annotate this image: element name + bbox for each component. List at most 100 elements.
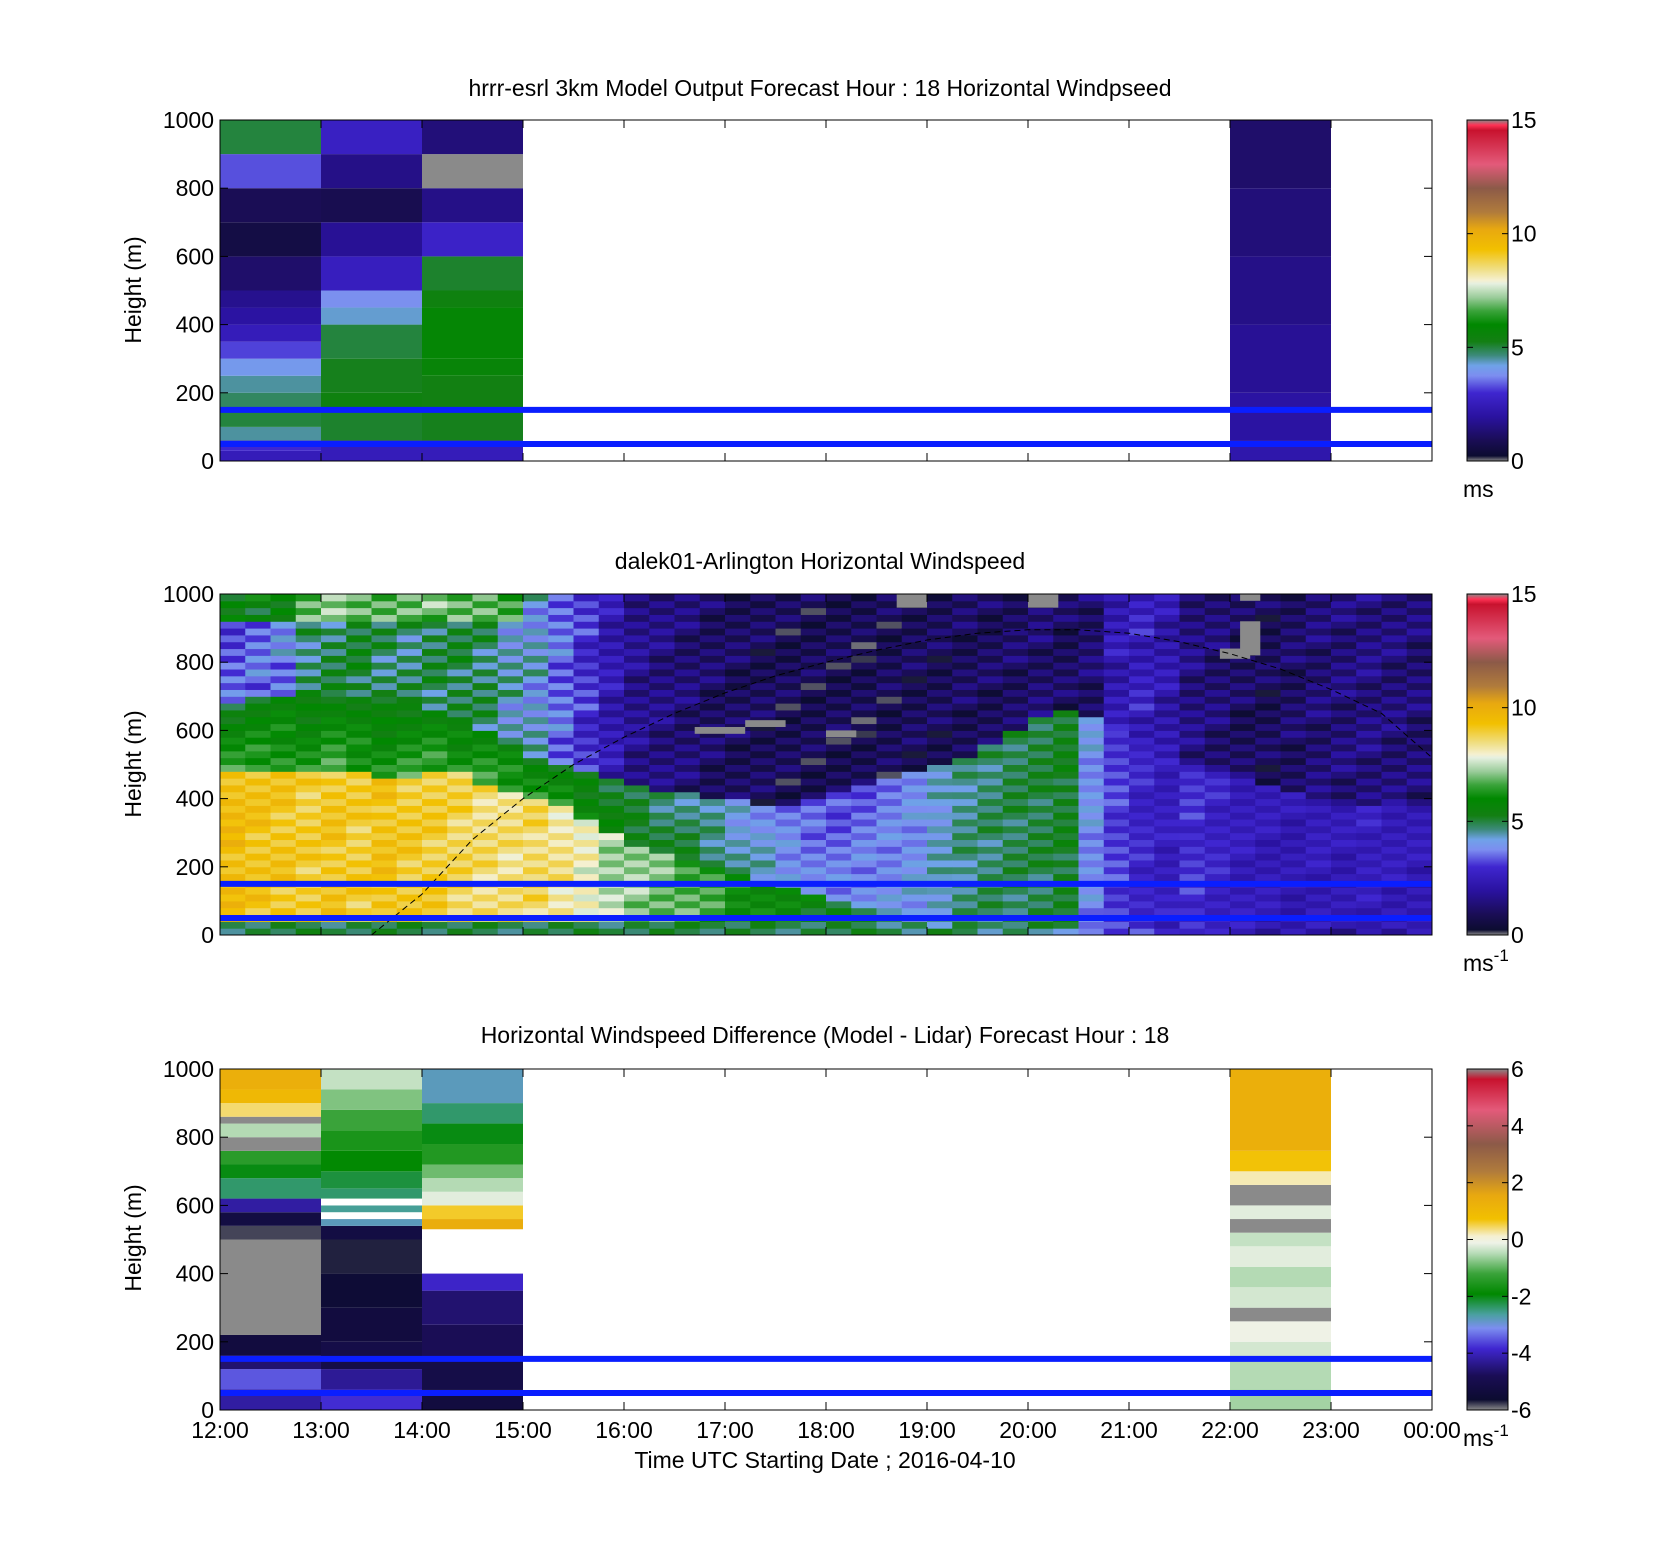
heatmap-cell — [674, 928, 701, 936]
heatmap-cell — [1356, 764, 1382, 772]
heatmap-cell — [1002, 655, 1029, 663]
heatmap-cell — [876, 812, 903, 820]
heatmap-cell — [1204, 805, 1231, 813]
heatmap-cell — [851, 778, 877, 786]
heatmap-cell — [750, 737, 776, 745]
heatmap-cell — [1255, 839, 1281, 847]
heatmap-cell — [1179, 737, 1206, 745]
heatmap-cell — [321, 1171, 422, 1189]
heatmap-cell — [649, 744, 675, 752]
heatmap-cell — [295, 921, 322, 929]
heatmap-cell — [725, 819, 751, 827]
heatmap-cell — [1028, 771, 1054, 779]
heatmap-cell — [396, 662, 423, 670]
heatmap-cell — [725, 675, 751, 684]
heatmap-cell — [548, 832, 574, 841]
heatmap-cell — [1103, 655, 1130, 663]
heatmap-cell — [1204, 669, 1231, 677]
heatmap-cell — [1356, 900, 1382, 909]
heatmap-cell — [649, 682, 675, 690]
heatmap-cell — [1002, 716, 1029, 725]
heatmap-cell — [1406, 853, 1433, 861]
heatmap-cell — [1053, 648, 1079, 656]
heatmap-cell — [1154, 669, 1180, 677]
heatmap-cell — [295, 764, 322, 772]
heatmap-cell — [1103, 894, 1130, 902]
heatmap-cell — [1230, 839, 1256, 847]
heatmap-cell — [1028, 641, 1054, 650]
heatmap-cell — [548, 675, 574, 684]
heatmap-cell — [422, 621, 448, 629]
heatmap-cell — [1204, 873, 1231, 881]
heatmap-cell — [573, 832, 600, 841]
heatmap-cell — [1053, 866, 1079, 875]
colorbar-unit: ms-1 — [1463, 946, 1509, 976]
heatmap-cell — [876, 757, 903, 765]
heatmap-cell — [977, 655, 1004, 663]
heatmap-cell — [1103, 846, 1130, 854]
heatmap-cell — [1356, 784, 1382, 793]
heatmap-cell — [321, 1212, 422, 1220]
heatmap-cell — [952, 798, 978, 806]
heatmap-cell — [1305, 921, 1332, 929]
heatmap-cell — [270, 641, 297, 650]
heatmap-cell — [346, 723, 372, 731]
heatmap-cell — [1381, 594, 1408, 602]
heatmap-cell — [927, 798, 953, 806]
heatmap-cell — [447, 812, 473, 820]
heatmap-cell — [270, 873, 297, 881]
heatmap-cell — [901, 853, 928, 861]
heatmap-cell — [472, 805, 499, 813]
heatmap-cell — [1053, 839, 1079, 847]
heatmap-cell — [775, 778, 802, 786]
heatmap-cell — [1305, 634, 1332, 643]
heatmap-cell — [472, 764, 499, 772]
heatmap-cell — [1305, 628, 1332, 636]
heatmap-cell — [1028, 723, 1054, 731]
heatmap-cell — [826, 634, 852, 643]
heatmap-cell — [1331, 607, 1357, 615]
heatmap-cell — [725, 778, 751, 786]
heatmap-cell — [548, 791, 574, 800]
heatmap-cell — [220, 900, 246, 909]
heatmap-cell — [270, 866, 297, 875]
heatmap-cell — [220, 256, 321, 291]
heatmap-cell — [1154, 791, 1180, 800]
heatmap-cell — [1381, 791, 1408, 800]
heatmap-cell — [775, 716, 802, 725]
heatmap-cell — [826, 900, 852, 909]
heatmap-cell — [1103, 716, 1130, 725]
heatmap-cell — [523, 839, 549, 847]
heatmap-cell — [1305, 832, 1332, 841]
heatmap-cell — [1280, 832, 1307, 841]
heatmap-cell — [876, 621, 903, 629]
heatmap-cell — [1255, 894, 1281, 902]
heatmap-cell — [851, 669, 877, 677]
heatmap-cell — [1154, 723, 1180, 731]
heatmap-cell — [295, 825, 322, 834]
heatmap-cell — [1230, 614, 1256, 622]
heatmap-cell — [851, 600, 877, 609]
heatmap-cell — [548, 887, 574, 895]
heatmap-cell — [573, 805, 600, 813]
heatmap-cell — [800, 812, 827, 820]
heatmap-cell — [750, 778, 776, 786]
heatmap-cell — [750, 921, 776, 929]
heatmap-cell — [346, 716, 372, 725]
heatmap-cell — [523, 853, 549, 861]
heatmap-cell — [674, 594, 701, 602]
heatmap-cell — [699, 716, 726, 725]
heatmap-cell — [826, 709, 852, 718]
heatmap-cell — [523, 894, 549, 902]
heatmap-cell — [371, 689, 398, 697]
heatmap-cell — [624, 757, 650, 765]
heatmap-cell — [447, 825, 473, 834]
heatmap-cell — [523, 819, 549, 827]
heatmap-cell — [1179, 900, 1206, 909]
heatmap-cell — [472, 682, 499, 690]
colorbar-tick-label: 15 — [1511, 107, 1537, 133]
heatmap-cell — [1002, 887, 1029, 895]
colorbar-unit: ms — [1463, 476, 1494, 502]
heatmap-cell — [295, 805, 322, 813]
